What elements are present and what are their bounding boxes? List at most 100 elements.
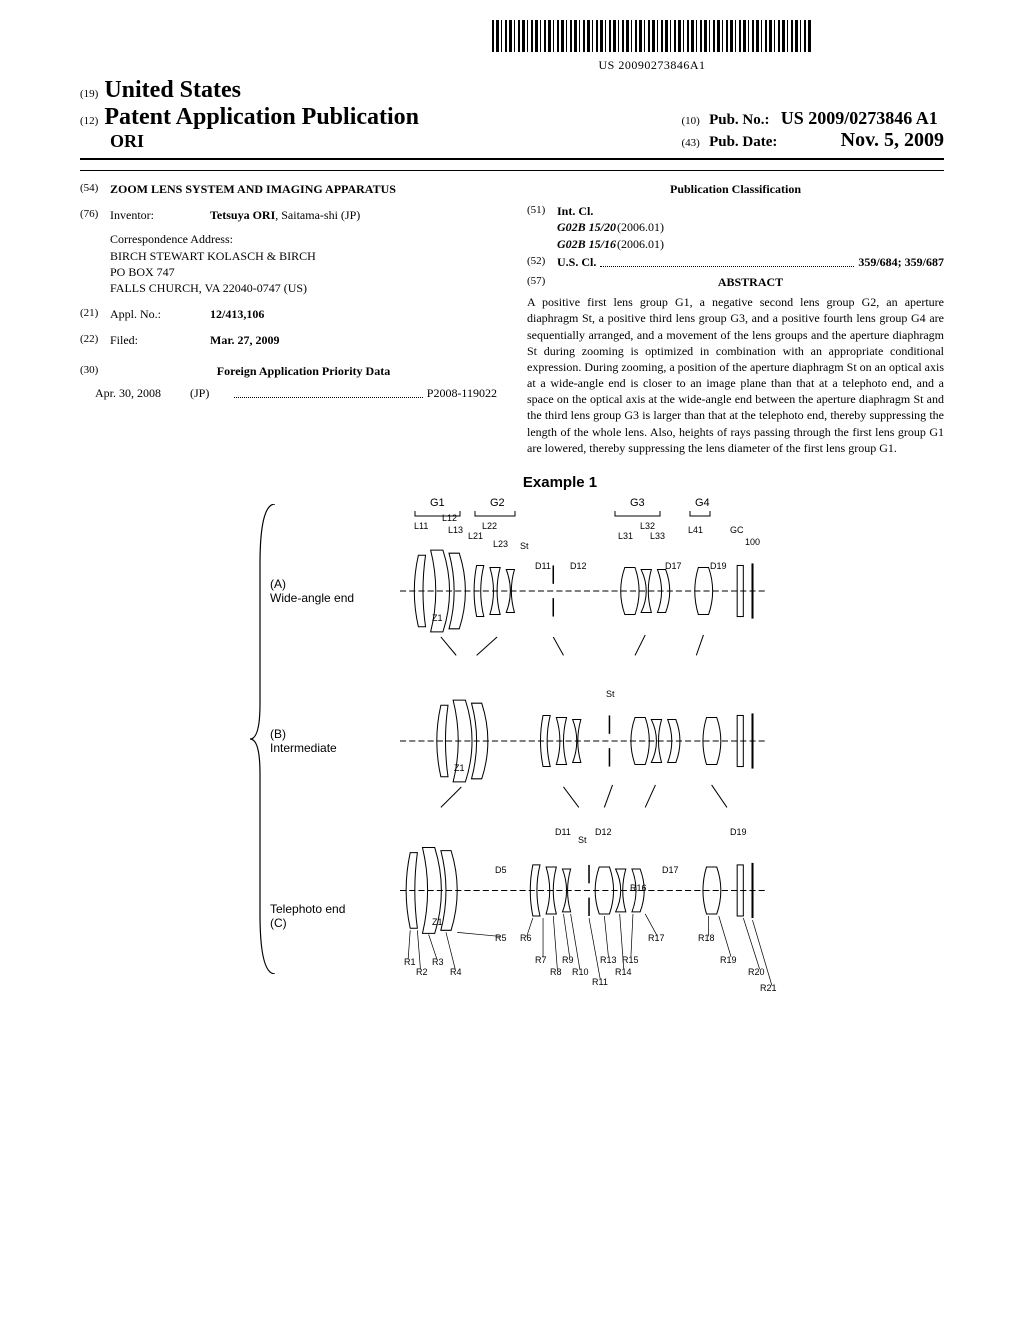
r7-label: R7 — [535, 955, 547, 965]
r11-label: R11 — [592, 977, 608, 987]
pub-no-label: Pub. No.: — [709, 112, 769, 128]
r6-label: R6 — [520, 933, 532, 943]
d17-label-a: D17 — [665, 561, 682, 571]
group-label-g4: G4 — [695, 497, 710, 509]
lens-row-c: Telephoto end (C) D11 St D12 D19 D5 D17 … — [250, 821, 870, 1011]
us-cl-value: 359/684; 359/687 — [858, 254, 944, 270]
lens-diagram-a — [400, 521, 870, 661]
right-column: Publication Classification (51) Int. Cl.… — [527, 181, 944, 456]
int-cl-1-yr: (2006.01) — [617, 236, 664, 252]
figure-area: Example 1 G1 G2 G3 G4 (A) Wide-angle end — [250, 474, 870, 1011]
pub-type: Patent Application Publication — [104, 104, 419, 131]
r5-label: R5 — [495, 933, 507, 943]
barcode-text: US 20090273846A1 — [360, 58, 944, 73]
barcode-block: US 20090273846A1 — [360, 20, 944, 73]
correspondence-line2: PO BOX 747 — [110, 264, 497, 280]
left-column: (54) ZOOM LENS SYSTEM AND IMAGING APPARA… — [80, 181, 497, 456]
int-cl-0: G02B 15/20 — [527, 219, 617, 235]
z1-label-a: Z1 — [432, 613, 443, 623]
row-c-tag: (C) — [270, 916, 400, 930]
header: (19) United States (12) Patent Applicati… — [80, 77, 944, 152]
l21-label: L21 — [468, 531, 483, 541]
abstract-header: ABSTRACT — [557, 274, 944, 290]
field-21-code: (21) — [80, 306, 110, 322]
d12-label-c: D12 — [595, 827, 612, 837]
row-b-label: Intermediate — [270, 741, 400, 755]
field-22-code: (22) — [80, 332, 110, 348]
us-cl-dots — [600, 254, 854, 267]
field-54-code: (54) — [80, 181, 110, 197]
l13-label: L13 — [448, 525, 463, 535]
int-cl-label: Int. Cl. — [557, 204, 593, 218]
r9-label: R9 — [562, 955, 574, 965]
l31-label: L31 — [618, 531, 633, 541]
d11-label-c: D11 — [555, 827, 571, 837]
r10-label: R10 — [572, 967, 589, 977]
group-label-g3: G3 — [630, 497, 645, 509]
r4-label: R4 — [450, 967, 462, 977]
pub-no: US 2009/0273846 A1 — [781, 108, 938, 128]
row-c-label: Telephoto end — [270, 902, 400, 916]
pub-date-code: (43) — [682, 137, 700, 149]
group-label-g1: G1 — [430, 497, 445, 509]
l41-label: L41 — [688, 525, 703, 535]
priority-header: Foreign Application Priority Data — [217, 364, 390, 378]
priority-date: Apr. 30, 2008 — [95, 385, 190, 401]
l22-label: L22 — [482, 521, 497, 531]
r8-label: R8 — [550, 967, 562, 977]
r18-label: R18 — [698, 933, 715, 943]
z1-label-b: Z1 — [454, 763, 465, 773]
d11-label-a: D11 — [535, 561, 551, 571]
priority-country: (JP) — [190, 385, 230, 401]
priority-number: P2008-119022 — [427, 385, 497, 401]
us-cl-label: U.S. Cl. — [557, 254, 596, 270]
r3-label: R3 — [432, 957, 444, 967]
inventor-location: , Saitama-shi (JP) — [275, 208, 360, 222]
st-label-a: St — [520, 541, 529, 551]
pub-no-code: (10) — [682, 115, 700, 127]
l11-label: L11 — [414, 521, 428, 531]
d19-label-c: D19 — [730, 827, 747, 837]
bibliographic-columns: (54) ZOOM LENS SYSTEM AND IMAGING APPARA… — [80, 181, 944, 456]
r1-label: R1 — [404, 957, 416, 967]
r2-label: R2 — [416, 967, 428, 977]
lens-row-a: (A) Wide-angle end L11 L12 L13 L21 L22 L… — [250, 521, 870, 661]
inventor-surname: ORI — [110, 131, 419, 152]
field-52-code: (52) — [527, 254, 557, 270]
correspondence-label: Correspondence Address: — [110, 231, 497, 247]
barcode-graphic — [492, 20, 812, 52]
r20-label: R20 — [748, 967, 765, 977]
st-label-b: St — [606, 689, 615, 699]
divider-thick — [80, 158, 944, 160]
r16-label: R16 — [630, 883, 647, 893]
row-b-tag: (B) — [270, 727, 400, 741]
divider-thin — [80, 170, 944, 171]
group-label-g2: G2 — [490, 497, 505, 509]
field-57-code: (57) — [527, 274, 557, 290]
int-cl-1: G02B 15/16 — [527, 236, 617, 252]
lens-diagram-b — [400, 671, 870, 811]
filed-label: Filed: — [110, 332, 210, 348]
int-cl-0-yr: (2006.01) — [617, 219, 664, 235]
r13-label: R13 — [600, 955, 617, 965]
r15-label: R15 — [622, 955, 639, 965]
sensor-100-label: 100 — [745, 537, 760, 547]
z1-label-c: Z1 — [432, 917, 443, 927]
invention-title: ZOOM LENS SYSTEM AND IMAGING APPARATUS — [110, 181, 497, 197]
st-label-c: St — [578, 835, 587, 845]
row-a-label: Wide-angle end — [270, 591, 400, 605]
r19-label: R19 — [720, 955, 737, 965]
field-51-code: (51) — [527, 203, 557, 219]
pub-class-header: Publication Classification — [527, 181, 944, 197]
d17-label-c: D17 — [662, 865, 679, 875]
l12-label: L12 — [442, 513, 457, 523]
country-code: (19) — [80, 88, 98, 100]
l33-label: L33 — [650, 531, 665, 541]
lens-row-b: (B) Intermediate St Z1 — [250, 671, 870, 811]
row-a-tag: (A) — [270, 577, 400, 591]
figure-title: Example 1 — [250, 474, 870, 491]
r17-label: R17 — [648, 933, 665, 943]
l32-label: L32 — [640, 521, 655, 531]
filed-date: Mar. 27, 2009 — [210, 333, 280, 347]
priority-dots — [234, 385, 423, 398]
